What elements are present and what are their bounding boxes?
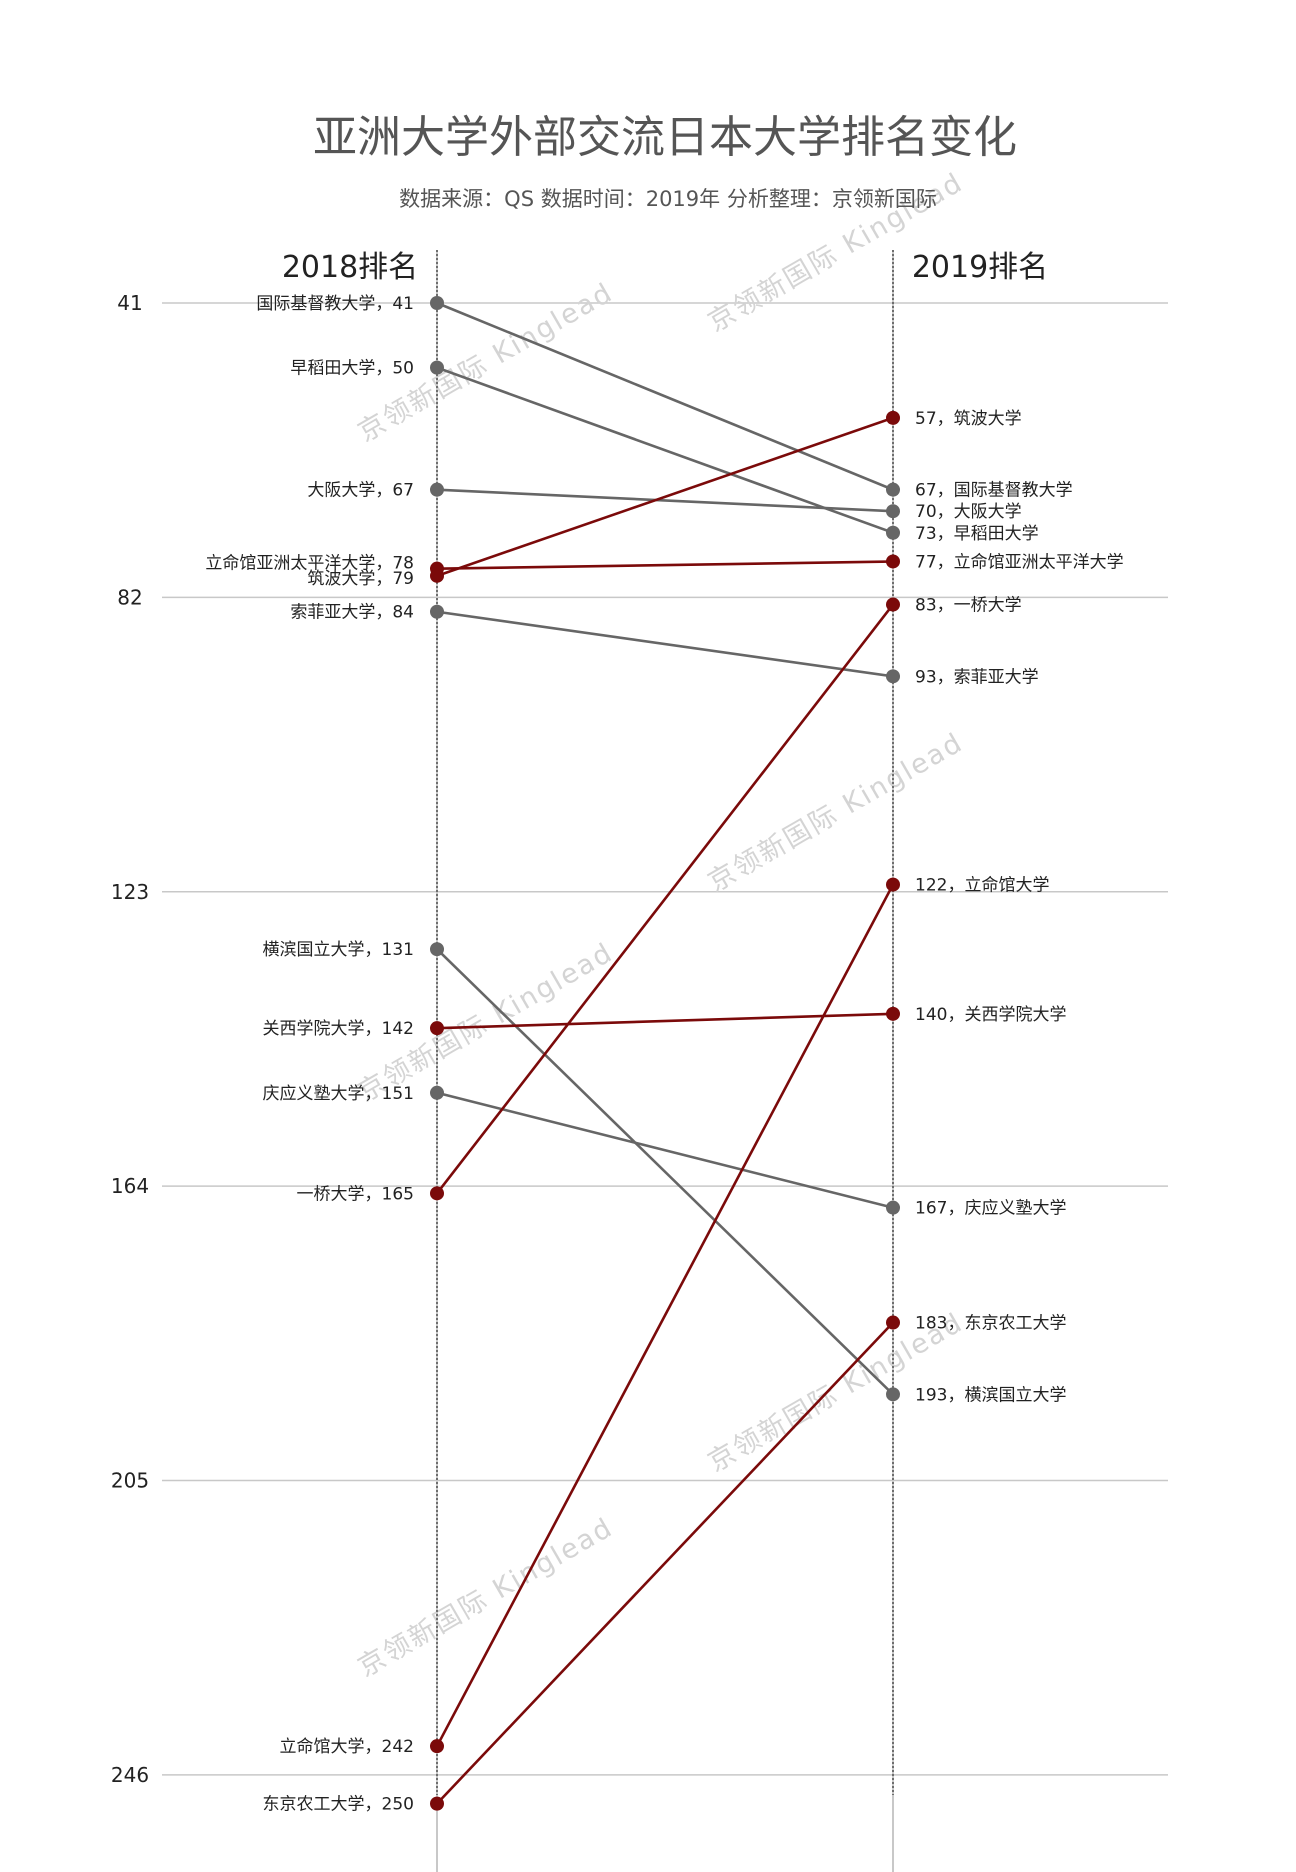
point-2018 xyxy=(430,568,444,583)
point-label-2018: 筑波大学，79 xyxy=(307,569,414,589)
point-label-2018: 立命馆大学，242 xyxy=(280,1737,414,1757)
series-line xyxy=(435,603,895,1195)
point-labels: 国际基督教大学，41 67，国际基督教大学 早稻田大学，50 73，早稻田大学 大阪大学… xyxy=(205,294,1123,1815)
y-tick-label: 41 xyxy=(117,291,142,315)
point-2018 xyxy=(430,1186,444,1201)
series-points xyxy=(430,296,900,1811)
point-label-2018: 大阪大学，67 xyxy=(307,481,414,501)
point-label-2018: 早稻田大学，50 xyxy=(290,359,414,379)
point-2018 xyxy=(430,482,444,497)
series-line xyxy=(436,366,894,534)
point-label-2018: 关西学院大学，142 xyxy=(263,1019,414,1039)
y-tick-label: 246 xyxy=(111,1763,149,1787)
point-label-2018: 一桥大学，165 xyxy=(297,1184,414,1204)
series-line xyxy=(436,1012,894,1030)
point-label-2018: 东京农工大学，250 xyxy=(263,1795,414,1815)
point-label-2019: 167，庆应义塾大学 xyxy=(915,1198,1066,1219)
y-tick-label: 205 xyxy=(111,1469,149,1493)
point-label-2018: 国际基督教大学，41 xyxy=(256,294,414,314)
point-2018 xyxy=(430,1021,444,1036)
point-label-2018: 索菲亚大学，84 xyxy=(290,603,414,623)
watermark-text: 京领新国际 Kinglead xyxy=(353,1512,619,1683)
series-line xyxy=(436,301,894,491)
point-2019 xyxy=(886,597,900,612)
point-label-2019: 73，早稻田大学 xyxy=(915,524,1039,544)
series-line xyxy=(436,610,894,678)
point-label-2019: 77，立命馆亚洲太平洋大学 xyxy=(915,552,1124,572)
series-line xyxy=(436,1321,894,1805)
point-2019 xyxy=(886,504,900,519)
point-label-2019: 183，东京农工大学 xyxy=(915,1314,1066,1334)
point-2019 xyxy=(886,525,900,540)
point-2019 xyxy=(886,1387,900,1402)
point-label-2019: 67，国际基督教大学 xyxy=(915,481,1073,501)
point-2018 xyxy=(430,1085,444,1100)
column-header-2018: 2018排名 xyxy=(282,250,418,285)
point-label-2019: 140，关西学院大学 xyxy=(915,1005,1066,1025)
point-2018 xyxy=(430,604,444,619)
point-label-2019: 83，一桥大学 xyxy=(915,596,1022,616)
series-line xyxy=(436,416,894,578)
point-label-2019: 70，大阪大学 xyxy=(915,502,1022,522)
series-line xyxy=(436,1091,894,1209)
watermark-text: 京领新国际 Kinglead xyxy=(703,727,969,898)
series-lines xyxy=(435,301,895,1805)
point-2018 xyxy=(430,942,444,957)
point-2019 xyxy=(886,1315,900,1330)
y-tick-labels: 41 82 123 164 205 246 xyxy=(111,291,149,1787)
series-line xyxy=(436,948,894,1396)
point-2019 xyxy=(886,410,900,425)
point-2019 xyxy=(886,482,900,497)
chart-title: 亚洲大学外部交流日本大学排名变化 xyxy=(313,112,1017,163)
point-2018 xyxy=(430,1796,444,1811)
column-header-2019: 2019排名 xyxy=(912,250,1048,285)
series-line xyxy=(435,883,895,1747)
series-line xyxy=(436,560,894,570)
point-label-2019: 193，横滨国立大学 xyxy=(915,1385,1066,1405)
point-2019 xyxy=(886,1200,900,1215)
point-label-2018: 横滨国立大学，131 xyxy=(263,940,414,960)
point-2018 xyxy=(430,296,444,310)
point-label-2019: 93，索菲亚大学 xyxy=(915,667,1039,687)
grid-lines xyxy=(162,302,1168,1776)
point-label-2019: 57，筑波大学 xyxy=(915,409,1022,429)
series-line xyxy=(436,488,894,513)
chart-subtitle: 数据来源：QS 数据时间：2019年 分析整理：京领新国际 xyxy=(399,187,937,211)
point-label-2019: 122，立命馆大学 xyxy=(915,876,1049,896)
point-label-2018: 庆应义塾大学，151 xyxy=(263,1083,414,1104)
point-2019 xyxy=(886,554,900,569)
y-tick-label: 123 xyxy=(111,880,149,904)
point-label-2018: 立命馆亚洲太平洋大学，78 xyxy=(205,554,414,574)
point-2018 xyxy=(430,1739,444,1754)
point-2019 xyxy=(886,877,900,892)
point-2019 xyxy=(886,669,900,684)
y-tick-label: 164 xyxy=(111,1174,149,1198)
point-2018 xyxy=(430,360,444,375)
point-2019 xyxy=(886,1006,900,1021)
y-tick-label: 82 xyxy=(117,585,142,609)
